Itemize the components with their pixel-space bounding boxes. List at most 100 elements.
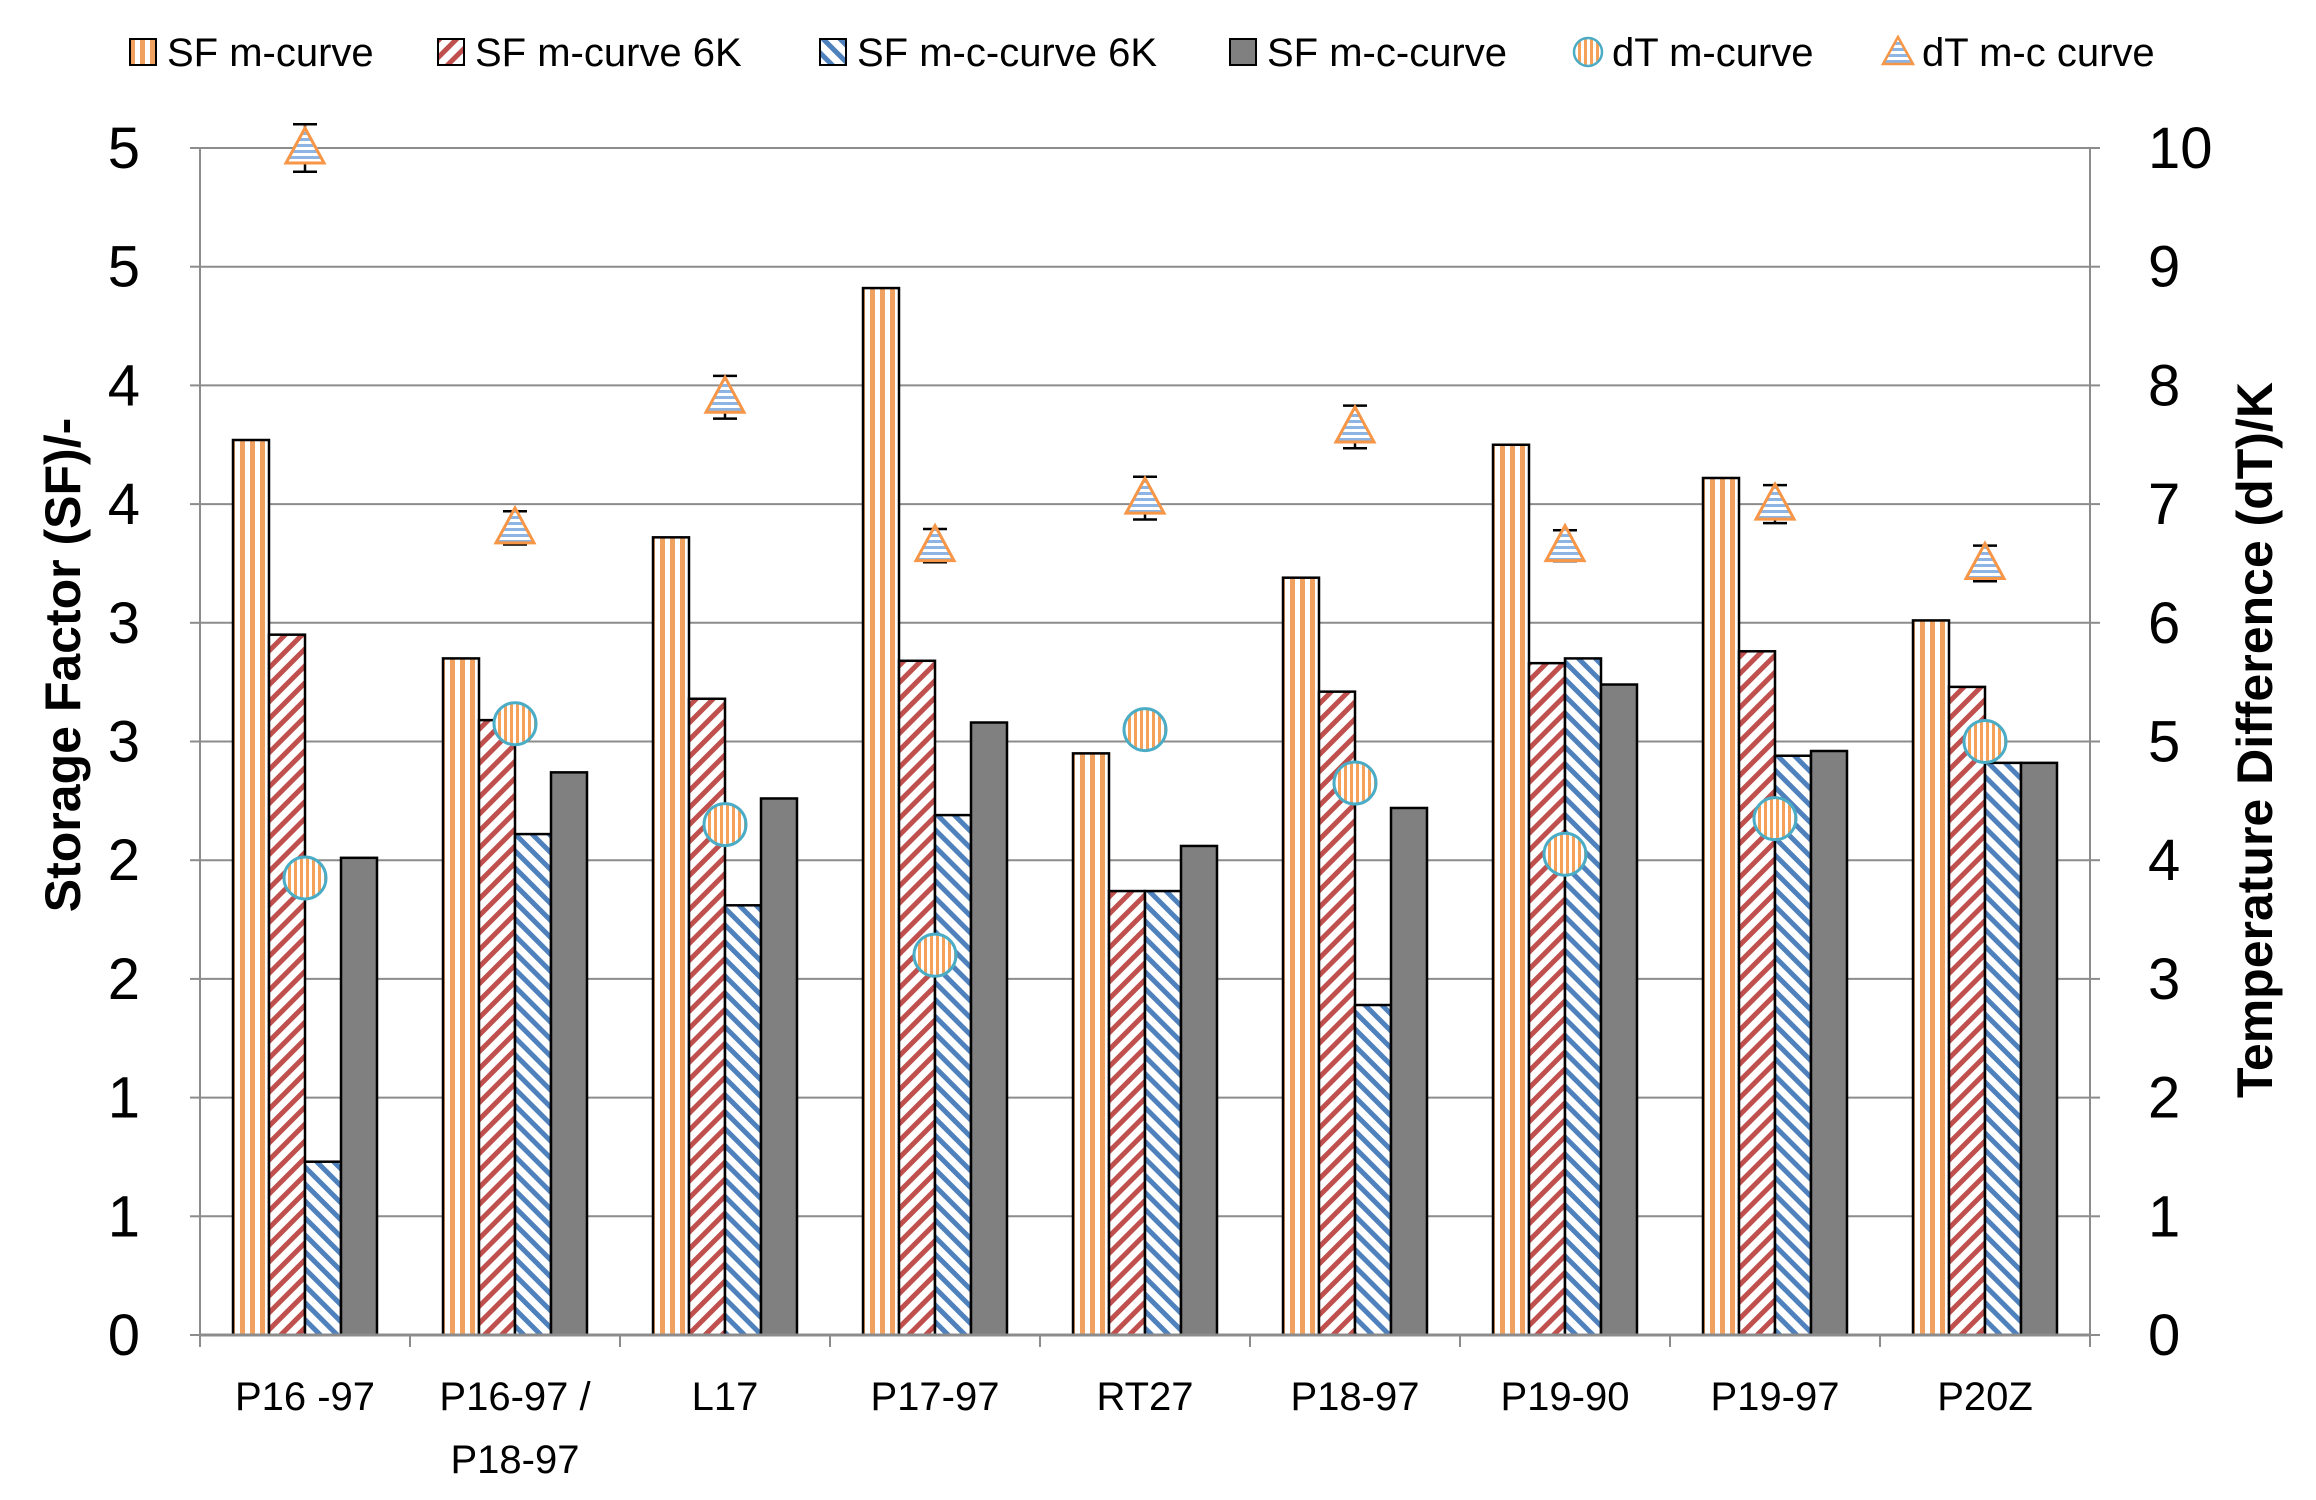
bar bbox=[933, 813, 973, 1337]
bar bbox=[1701, 476, 1741, 1337]
right-tick-label: 1 bbox=[2148, 1184, 2180, 1249]
left-tick-label: 4 bbox=[108, 472, 140, 537]
legend-swatch bbox=[437, 38, 465, 66]
marker-circle bbox=[912, 932, 958, 978]
bar bbox=[1599, 683, 1639, 1337]
right-tick-label: 8 bbox=[2148, 353, 2180, 418]
category-label: P19-97 bbox=[1711, 1375, 1840, 1419]
marker-triangle bbox=[1123, 475, 1167, 515]
left-tick-label: 1 bbox=[108, 1184, 140, 1249]
series-sf-m-c-curve-6k bbox=[303, 657, 2023, 1337]
bar bbox=[1389, 806, 1429, 1337]
legend-label: SF m-c-curve bbox=[1267, 31, 1507, 75]
legend-label: SF m-c-curve 6K bbox=[857, 31, 1157, 75]
right-tick-label: 2 bbox=[2148, 1066, 2180, 1131]
left-tick-label: 2 bbox=[108, 828, 140, 893]
marker-triangle bbox=[1753, 480, 1797, 521]
left-tick-label: 5 bbox=[108, 116, 140, 181]
category-label: P16 -97 bbox=[235, 1375, 375, 1419]
marker-triangle bbox=[1333, 403, 1377, 444]
left-tick-label: 5 bbox=[108, 235, 140, 300]
left-tick-label: 3 bbox=[108, 591, 140, 656]
legend-swatch bbox=[819, 38, 847, 66]
marker-circle bbox=[1542, 831, 1588, 877]
category-label: P17-97 bbox=[871, 1375, 1000, 1419]
bar bbox=[1947, 685, 1987, 1337]
right-axis-title: Temperature Difference (dT)/K bbox=[2227, 382, 2283, 1098]
bar bbox=[1353, 1003, 1393, 1337]
legend-swatch bbox=[1572, 36, 1604, 68]
left-tick-label: 3 bbox=[108, 710, 140, 775]
right-tick-label: 6 bbox=[2148, 591, 2180, 656]
bar bbox=[1563, 657, 1603, 1337]
bar bbox=[1773, 754, 1813, 1337]
legend-item: SF m-c-curve 6K bbox=[819, 31, 1157, 75]
bar bbox=[1143, 889, 1183, 1337]
marker-circle bbox=[1962, 719, 2008, 764]
legend-item: SF m-c-curve bbox=[1229, 31, 1507, 75]
bar bbox=[1491, 443, 1531, 1337]
bar bbox=[1071, 752, 1111, 1337]
right-tick-label: 0 bbox=[2148, 1303, 2180, 1368]
category-labels: P16 -97 P16-97 / P18-97 L17 P17-97 RT27 P18-97… bbox=[235, 1375, 2033, 1482]
bar bbox=[339, 856, 379, 1337]
legend-swatch bbox=[1229, 38, 1257, 66]
legend-swatch bbox=[129, 38, 157, 66]
legend-label: SF m-curve bbox=[167, 31, 374, 75]
right-tick-label: 7 bbox=[2148, 472, 2180, 537]
marker-triangle bbox=[913, 522, 957, 563]
bar bbox=[861, 286, 901, 1337]
bar bbox=[759, 797, 799, 1337]
bar bbox=[1281, 576, 1321, 1337]
marker-triangle bbox=[283, 124, 327, 165]
bar bbox=[477, 718, 517, 1337]
marker-circle bbox=[1332, 760, 1378, 806]
category-label: P16-97 / bbox=[439, 1375, 591, 1419]
legend: SF m-curve SF m-curve 6K SF m-c-curve 6K SF… bbox=[129, 31, 2155, 75]
marker-triangle bbox=[493, 504, 537, 545]
marker-circle bbox=[1122, 707, 1168, 753]
right-tick-label: 9 bbox=[2148, 235, 2180, 300]
bar bbox=[1527, 661, 1567, 1337]
category-label: P19-90 bbox=[1501, 1375, 1630, 1419]
bar bbox=[969, 721, 1009, 1337]
marker-circle bbox=[1752, 796, 1798, 842]
left-tick-label: 2 bbox=[108, 947, 140, 1012]
right-tick-label: 3 bbox=[2148, 947, 2180, 1012]
bar bbox=[897, 659, 937, 1337]
legend-item: SF m-curve 6K bbox=[437, 31, 742, 75]
marker-series bbox=[282, 123, 2008, 978]
right-tick-label: 4 bbox=[2148, 828, 2180, 893]
category-label: L17 bbox=[692, 1375, 759, 1419]
left-tick-label: 0 bbox=[108, 1303, 140, 1368]
right-tick-label: 5 bbox=[2148, 710, 2180, 775]
bar bbox=[2019, 761, 2059, 1337]
category-label: P18-97 bbox=[451, 1438, 580, 1482]
category-label: RT27 bbox=[1096, 1375, 1193, 1419]
bar bbox=[231, 438, 271, 1337]
legend-label: dT m-c curve bbox=[1922, 31, 2155, 75]
bar bbox=[549, 771, 589, 1337]
category-label: P20Z bbox=[1937, 1375, 2033, 1419]
right-axis-ticks: 0 1 2 3 4 5 6 7 8 9 10 bbox=[2090, 116, 2213, 1368]
legend-item: dT m-c curve bbox=[1880, 31, 2155, 75]
left-tick-label: 1 bbox=[108, 1066, 140, 1131]
category-label: P18-97 bbox=[1291, 1375, 1420, 1419]
legend-item: dT m-curve bbox=[1572, 31, 1814, 75]
bar-series bbox=[231, 286, 2059, 1337]
bar bbox=[1107, 889, 1147, 1337]
bar bbox=[513, 832, 553, 1337]
legend-label: dT m-curve bbox=[1612, 31, 1814, 75]
marker-circle bbox=[282, 855, 328, 901]
series-dt-m-c-curve bbox=[283, 123, 2007, 583]
bar bbox=[267, 633, 307, 1337]
series-sf-m-c-curve bbox=[339, 683, 2059, 1337]
left-axis-ticks: 0 1 1 2 2 3 3 4 4 5 5 bbox=[108, 116, 200, 1368]
series-dt-m-curve bbox=[282, 701, 2008, 978]
left-tick-label: 4 bbox=[108, 353, 140, 418]
bar bbox=[687, 697, 727, 1337]
bar bbox=[1737, 650, 1777, 1337]
bar bbox=[1809, 749, 1849, 1337]
right-tick-label: 10 bbox=[2148, 116, 2213, 181]
bar bbox=[723, 904, 763, 1337]
